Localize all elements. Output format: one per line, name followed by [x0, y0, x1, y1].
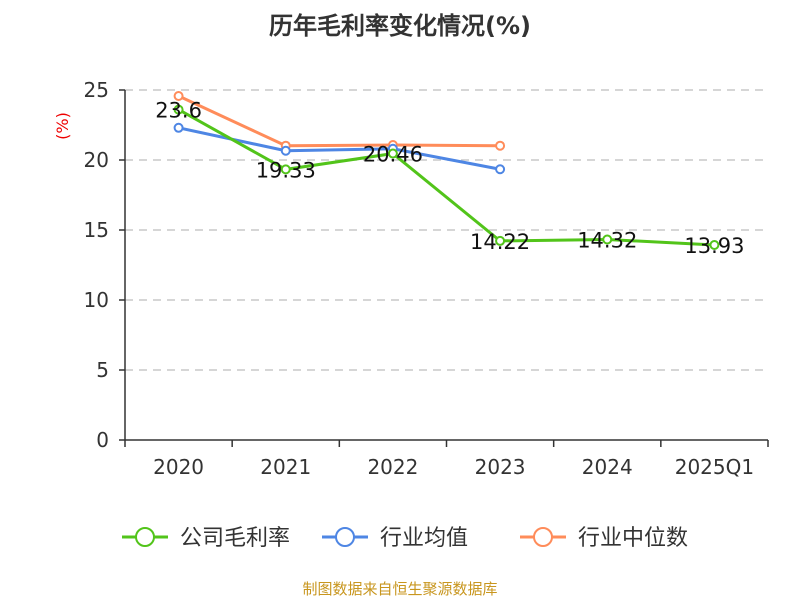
data-label: 19.33 — [256, 158, 316, 182]
legend-label: 公司毛利率 — [180, 526, 290, 551]
legend-marker-icon — [335, 527, 355, 547]
y-tick-label: 5 — [96, 358, 109, 382]
data-point — [709, 239, 720, 250]
data-point — [173, 91, 184, 102]
y-tick-label: 15 — [84, 218, 109, 242]
legend-label: 行业均值 — [380, 526, 468, 551]
data-point — [280, 145, 291, 156]
data-label: 20.46 — [363, 143, 423, 167]
chart-title: 历年毛利率变化情况(%) — [269, 12, 531, 40]
data-point — [173, 104, 184, 115]
x-tick-label: 2023 — [475, 455, 526, 479]
legend-label: 行业中位数 — [578, 526, 688, 551]
data-label: 13.93 — [684, 234, 744, 258]
data-point — [602, 234, 613, 245]
legend-marker-icon — [533, 527, 553, 547]
data-label: 14.22 — [470, 230, 530, 254]
series-line-公司毛利率 — [177, 108, 715, 247]
x-tick-label: 2024 — [582, 455, 633, 479]
data-point — [495, 140, 506, 151]
data-point — [280, 164, 291, 175]
x-tick-label: 2020 — [153, 455, 204, 479]
data-point — [495, 164, 506, 175]
y-tick-label: 20 — [84, 148, 109, 172]
x-tick-label: 2022 — [367, 455, 418, 479]
y-tick-label: 25 — [84, 78, 109, 102]
data-point — [495, 235, 506, 246]
y-tick-label: 10 — [84, 288, 109, 312]
data-label: 23.6 — [155, 99, 202, 123]
data-label: 14.32 — [577, 229, 637, 253]
x-tick-label: 2025Q1 — [675, 455, 754, 479]
series-line-行业中位数 — [177, 94, 501, 148]
legend-marker-icon — [135, 527, 155, 547]
y-axis-label: (%) — [53, 112, 72, 140]
series-line-行业均值 — [178, 126, 501, 171]
y-tick-label: 0 — [96, 428, 109, 452]
data-point — [173, 122, 184, 133]
source-footer: 制图数据来自恒生聚源数据库 — [302, 580, 498, 598]
x-tick-label: 2021 — [260, 455, 311, 479]
data-point — [387, 148, 398, 159]
